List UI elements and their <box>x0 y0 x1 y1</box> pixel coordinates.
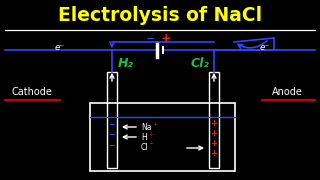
Text: Na: Na <box>141 123 151 132</box>
Text: −: − <box>146 34 156 44</box>
Text: H: H <box>141 132 147 141</box>
Text: H₂: H₂ <box>118 57 134 69</box>
Text: Anode: Anode <box>272 87 302 97</box>
Text: +: + <box>211 118 218 127</box>
Text: +: + <box>152 122 157 127</box>
Bar <box>107 72 117 168</box>
Text: Cl₂: Cl₂ <box>191 57 209 69</box>
Bar <box>209 72 219 168</box>
Text: −: − <box>108 120 116 129</box>
Text: −: − <box>108 130 116 140</box>
Text: +: + <box>211 129 218 138</box>
Text: e⁻: e⁻ <box>55 42 65 51</box>
Text: ⁻: ⁻ <box>150 143 153 148</box>
Text: +: + <box>211 138 218 147</box>
Text: +: + <box>211 148 218 158</box>
Text: Cl: Cl <box>141 143 148 152</box>
Text: Cathode: Cathode <box>12 87 52 97</box>
Text: e⁻: e⁻ <box>260 42 270 51</box>
Bar <box>90 103 235 171</box>
Text: +: + <box>148 132 153 137</box>
Text: Electrolysis of NaCl: Electrolysis of NaCl <box>58 6 262 24</box>
Text: −: − <box>108 141 116 150</box>
Text: +: + <box>161 31 171 44</box>
